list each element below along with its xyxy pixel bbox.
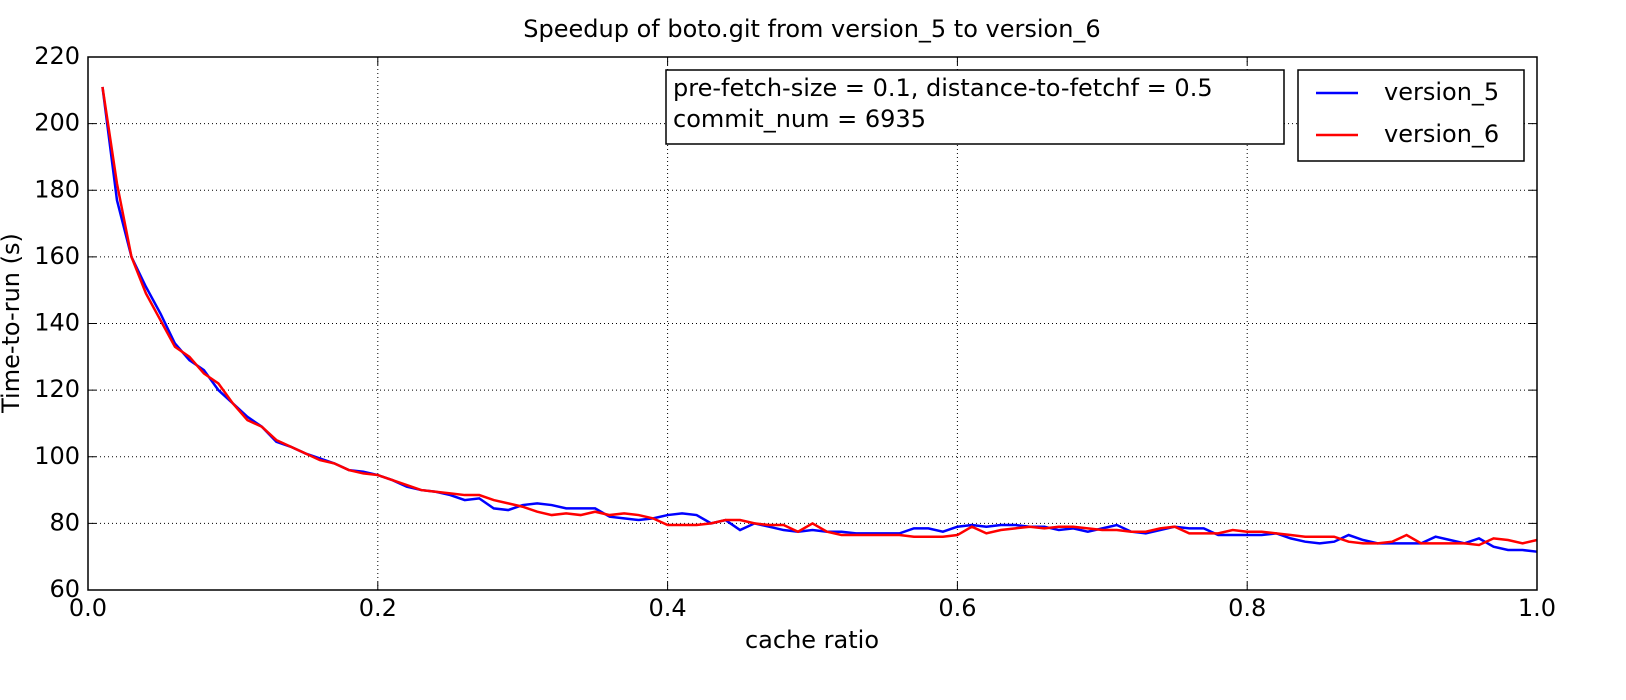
legend-label: version_5 — [1384, 78, 1499, 106]
data-line — [101, 86, 1538, 547]
annotation-box — [665, 69, 1285, 145]
y-tick-label: 60 — [49, 575, 80, 603]
x-tick-label: 0.0 — [69, 594, 107, 622]
y-axis-label: Time-to-run (s) — [0, 233, 25, 414]
x-tick-label: 0.4 — [649, 594, 687, 622]
legend-label: version_6 — [1384, 120, 1499, 148]
plot-frame — [87, 56, 1538, 591]
x-axis-label: cache ratio — [745, 626, 879, 654]
y-tick-label: 100 — [34, 442, 80, 470]
legend-box — [1297, 69, 1525, 162]
y-tick-label: 180 — [34, 175, 80, 203]
annotation: commit_num = 6935 — [673, 105, 926, 133]
x-tick-label: 1.0 — [1518, 594, 1556, 622]
y-tick-label: 220 — [34, 42, 80, 70]
y-tick-label: 80 — [49, 508, 80, 536]
annotation: pre-fetch-size = 0.1, distance-to-fetchf… — [673, 74, 1213, 102]
x-tick-label: 0.2 — [359, 594, 397, 622]
x-tick-label: 0.6 — [938, 594, 976, 622]
y-tick-label: 200 — [34, 109, 80, 137]
y-tick-label: 120 — [34, 375, 80, 403]
x-tick-label: 0.8 — [1228, 594, 1266, 622]
chart-title: Speedup of boto.git from version_5 to ve… — [523, 15, 1100, 43]
y-tick-label: 140 — [34, 309, 80, 337]
y-tick-label: 160 — [34, 242, 80, 270]
